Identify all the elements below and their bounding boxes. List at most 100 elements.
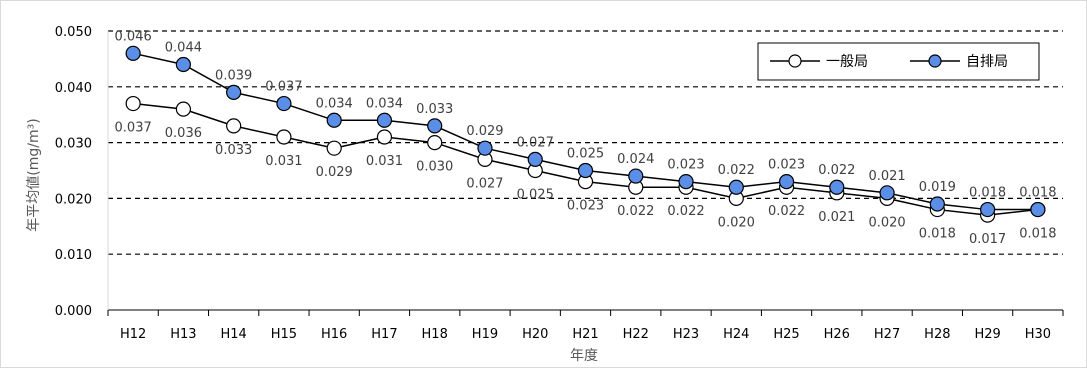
data-point-1 (125, 45, 141, 61)
data-label-0: 0.033 (215, 143, 252, 158)
grid-lines (108, 30, 1063, 255)
data-point-1 (879, 185, 895, 201)
data-point-1 (929, 196, 945, 212)
data-label-0: 0.022 (617, 204, 654, 219)
data-label-1: 0.039 (215, 68, 252, 83)
x-tick-label: H26 (824, 327, 850, 342)
x-tick-labels: H12 H13 H14 H15 H16 H17 H18 H19 H20 H21 H22 H23 H24 H… (120, 327, 1051, 342)
data-label-0: 0.020 (718, 215, 755, 230)
y-tick-label: 0.020 (55, 192, 92, 207)
series-lines (125, 45, 1046, 223)
data-point-0 (326, 140, 342, 156)
y-tick-label: 0.050 (55, 25, 92, 40)
legend-marker-roadside (928, 54, 942, 68)
x-tick-label: H18 (422, 327, 448, 342)
data-label-1: 0.025 (567, 147, 604, 162)
y-tick-labels: 0.000 0.010 0.020 0.030 0.040 0.050 (55, 25, 92, 319)
data-point-1 (678, 174, 694, 190)
x-tick-label: H16 (321, 327, 347, 342)
data-label-0: 0.037 (115, 121, 152, 136)
data-label-0: 0.025 (517, 188, 554, 203)
legend: 一般局 自排局 (757, 42, 1040, 81)
data-label-0: 0.022 (667, 204, 704, 219)
data-point-1 (276, 95, 292, 112)
x-tick-label: H17 (371, 327, 397, 342)
data-label-0: 0.017 (969, 232, 1006, 247)
legend-marker-general (788, 54, 802, 68)
data-label-0: 0.027 (466, 176, 503, 191)
data-label-0: 0.029 (316, 165, 353, 180)
y-tick-label: 0.030 (55, 137, 92, 152)
data-point-0 (125, 95, 141, 112)
data-point-1 (1030, 201, 1046, 218)
y-tick-label: 0.000 (55, 304, 92, 319)
x-tick-label: H30 (1025, 327, 1051, 342)
data-labels: 0.037 0.036 0.033 0.031 0.029 0.031 0.030 0.027… (115, 29, 1057, 247)
data-label-1: 0.022 (818, 163, 855, 178)
data-label-0: 0.031 (366, 154, 403, 169)
data-point-1 (226, 84, 242, 100)
data-label-1: 0.037 (265, 80, 302, 95)
data-label-0: 0.018 (1019, 227, 1056, 242)
data-label-1: 0.034 (316, 96, 353, 111)
data-point-1 (427, 118, 443, 134)
x-tick-label: H12 (120, 327, 146, 342)
x-tick-label: H28 (924, 327, 950, 342)
data-label-1: 0.046 (115, 29, 152, 44)
data-label-1: 0.034 (366, 96, 403, 111)
data-point-1 (980, 201, 996, 218)
x-tick-label: H15 (271, 327, 297, 342)
data-label-1: 0.029 (466, 124, 503, 139)
data-label-1: 0.024 (617, 152, 654, 167)
data-point-0 (226, 118, 242, 134)
data-label-1: 0.044 (165, 40, 202, 55)
data-point-0 (175, 101, 191, 117)
data-point-1 (778, 174, 795, 190)
data-label-0: 0.020 (868, 215, 905, 230)
legend-label-general: 一般局 (826, 54, 868, 70)
y-tick-label: 0.010 (55, 248, 92, 263)
data-point-1 (175, 56, 191, 73)
data-label-0: 0.021 (818, 210, 855, 225)
axes (107, 31, 1064, 316)
legend-label-roadside: 自排局 (966, 54, 1008, 70)
x-tick-label: H29 (974, 327, 1000, 342)
data-label-1: 0.019 (919, 180, 956, 195)
x-axis-title: 年度 (570, 348, 598, 364)
data-label-0: 0.036 (165, 126, 202, 141)
x-tick-label: H13 (170, 327, 196, 342)
y-axis-title: 年平均値(mg/m³) (26, 118, 42, 231)
data-point-1 (728, 179, 744, 195)
y-tick-label: 0.040 (55, 81, 92, 96)
x-tick-label: H23 (673, 327, 699, 342)
x-tick-label: H21 (572, 327, 598, 342)
x-tick-label: H22 (623, 327, 649, 342)
x-tick-label: H25 (773, 327, 799, 342)
x-tick-label: H19 (472, 327, 498, 342)
data-point-1 (527, 151, 543, 167)
data-label-1: 0.023 (667, 158, 704, 173)
data-label-0: 0.023 (567, 199, 604, 214)
data-label-0: 0.018 (919, 227, 956, 242)
data-label-0: 0.030 (416, 160, 453, 175)
data-label-1: 0.021 (868, 169, 905, 184)
data-label-1: 0.018 (969, 186, 1006, 201)
x-tick-label: H24 (723, 327, 749, 342)
data-point-1 (577, 162, 594, 179)
data-point-1 (326, 112, 342, 128)
data-point-1 (829, 179, 845, 195)
x-tick-label: H20 (522, 327, 548, 342)
data-label-1: 0.023 (768, 158, 805, 173)
x-tick-label: H27 (874, 327, 900, 342)
data-point-0 (376, 129, 393, 145)
data-point-1 (376, 112, 393, 128)
data-label-1: 0.033 (416, 102, 453, 117)
data-label-1: 0.018 (1019, 186, 1056, 201)
data-label-0: 0.031 (265, 154, 302, 169)
data-label-0: 0.022 (768, 204, 805, 219)
x-tick-label: H14 (220, 327, 246, 342)
data-label-1: 0.027 (517, 135, 554, 150)
data-point-1 (477, 140, 493, 156)
